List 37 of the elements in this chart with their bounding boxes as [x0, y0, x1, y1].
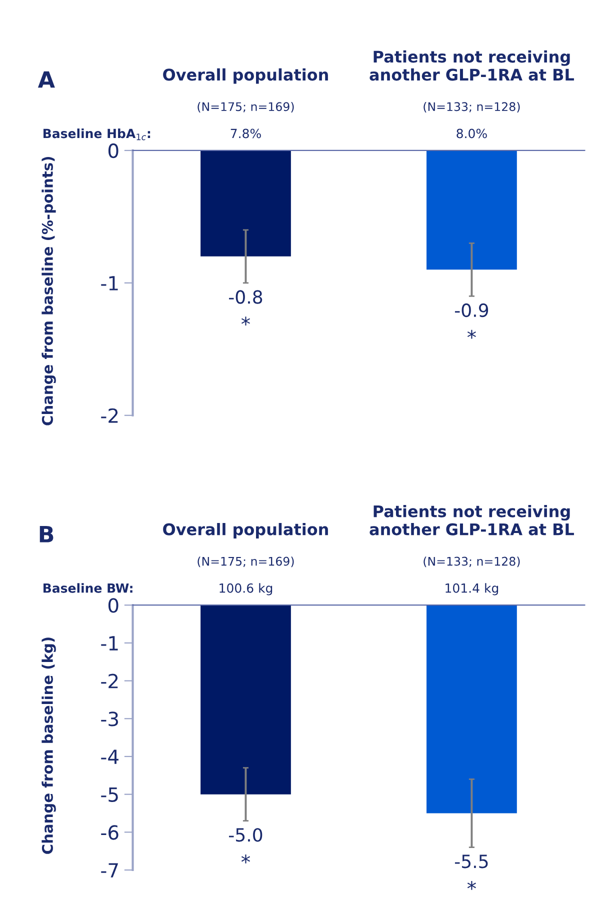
y-tick-label: -2 [101, 674, 118, 688]
data-label: -5.5 [454, 854, 488, 868]
x-tick-label: Patients not receiving another GLP-1RA at BL [370, 504, 574, 536]
text: 101.4 kg [446, 583, 498, 596]
y-tick-label: 0 [108, 143, 118, 158]
text: Baseline HbA$_{1c}$: [44, 128, 150, 140]
text: (N=175; n=169) [198, 556, 294, 568]
chart-title: A [38, 71, 55, 88]
text: Baseline BW: [44, 583, 132, 593]
data-label: -5.0 [229, 828, 262, 842]
y-axis-title: Change from baseline (kg) [42, 638, 56, 854]
text: 8.0% [456, 128, 487, 138]
y-tick-label: -4 [101, 750, 118, 764]
y-tick-label: -7 [101, 863, 118, 878]
y-tick-label: 0 [108, 598, 118, 613]
text: 100.6 kg [220, 583, 272, 596]
text: (N=133; n=128) [424, 556, 520, 568]
annotation: * [241, 316, 250, 326]
text: (N=133; n=128) [424, 102, 520, 112]
y-tick-label: -6 [101, 825, 118, 840]
y-tick-label: -2 [101, 408, 118, 423]
y-tick-label: -5 [101, 788, 118, 802]
data-label: -0.9 [454, 303, 488, 318]
text: 7.8% [230, 128, 261, 138]
y-tick-label: -1 [101, 276, 118, 290]
chart-title: B [40, 526, 54, 542]
y-axis-title: Change from baseline (%-points) [42, 157, 56, 426]
text: * [467, 880, 476, 890]
annotation: * [241, 854, 250, 864]
text: (N=175; n=169) [198, 102, 294, 112]
annotation: * [467, 330, 476, 339]
y-tick-label: -3 [101, 712, 118, 726]
x-tick-label: Overall population [163, 522, 328, 538]
x-tick-label: Overall population [163, 68, 328, 84]
data-label: -0.8 [229, 290, 262, 304]
x-tick-label: Patients not receiving another GLP-1RA at BL [370, 50, 574, 81]
y-tick-label: -1 [101, 636, 118, 650]
